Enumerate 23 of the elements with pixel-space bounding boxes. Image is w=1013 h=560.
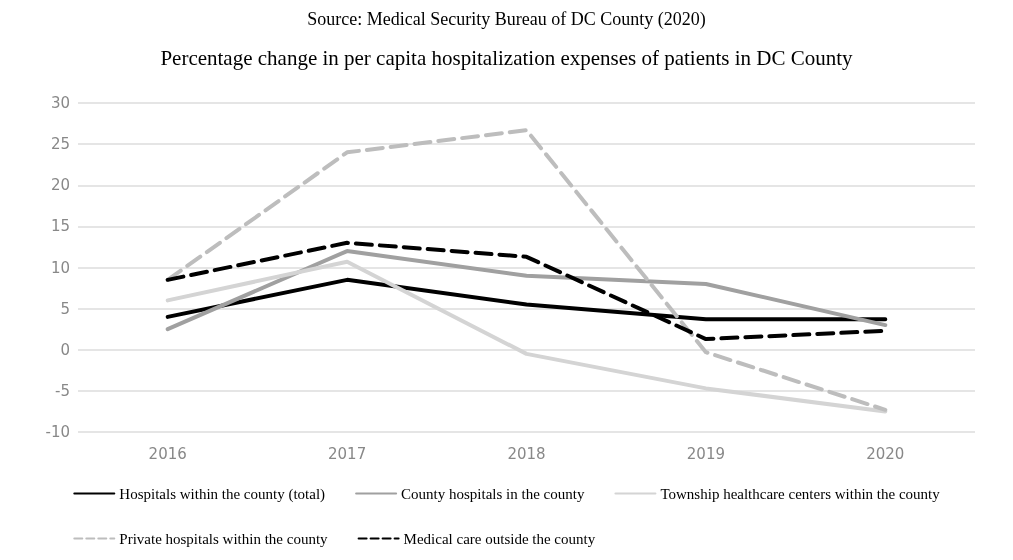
legend-label: Medical care outside the county — [403, 530, 596, 547]
y-tick-label: 30 — [50, 94, 70, 112]
x-tick-label: 2017 — [328, 444, 367, 463]
source-note: Source: Medical Security Bureau of DC County (2020) — [307, 9, 706, 30]
y-tick-label: -10 — [45, 423, 70, 441]
legend-label: Private hospitals within the county — [119, 530, 329, 547]
y-tick-label: 0 — [60, 340, 70, 359]
y-tick-label: 10 — [50, 258, 70, 277]
y-tick-label: 5 — [60, 299, 70, 318]
x-tick-label: 2016 — [148, 444, 187, 463]
legend-label: Township healthcare centers within the county — [660, 485, 941, 502]
line-series — [165, 128, 888, 412]
x-tick-label: 2018 — [507, 444, 546, 463]
y-tick-label: 25 — [50, 135, 70, 154]
line-series — [165, 249, 888, 332]
y-tick-label: -5 — [55, 381, 70, 400]
y-tick-label: 20 — [50, 176, 70, 195]
legend-label: County hospitals in the county — [401, 485, 585, 502]
chart-title: Percentage change in per capita hospitalization expenses of patients in DC County — [160, 45, 854, 70]
legend-label: Hospitals within the county (total) — [119, 485, 326, 503]
y-tick-label: 15 — [50, 217, 70, 236]
x-tick-label: 2019 — [686, 444, 725, 463]
x-tick-label: 2020 — [866, 444, 905, 463]
